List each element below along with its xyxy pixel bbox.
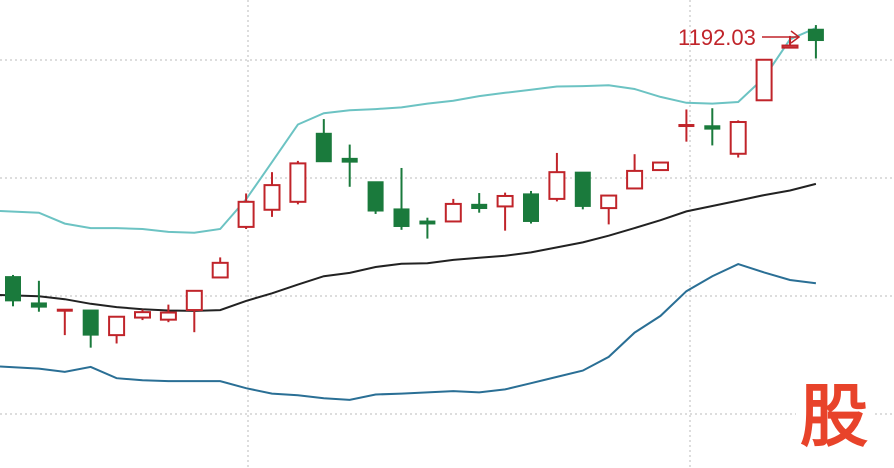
candle bbox=[237, 193, 255, 229]
lower-band-line bbox=[0, 263, 817, 401]
candle-body bbox=[496, 194, 514, 208]
candle bbox=[5, 274, 21, 307]
candle-body bbox=[211, 261, 229, 279]
candle bbox=[523, 190, 539, 224]
candle bbox=[159, 304, 177, 323]
candle-body bbox=[341, 157, 358, 163]
candle-body bbox=[626, 169, 644, 190]
upper-band-line bbox=[0, 27, 817, 234]
candle-body bbox=[548, 171, 566, 200]
candle bbox=[341, 144, 358, 187]
candle-body bbox=[30, 302, 47, 308]
candle-body bbox=[704, 125, 721, 130]
candle-body bbox=[263, 184, 281, 211]
candles bbox=[5, 25, 824, 348]
candle bbox=[419, 217, 436, 239]
candle bbox=[315, 119, 332, 163]
candle-body bbox=[289, 162, 307, 203]
candle-body bbox=[807, 28, 824, 42]
candle bbox=[755, 58, 773, 102]
candle-body bbox=[523, 193, 539, 222]
max-price-arrow-head bbox=[790, 30, 801, 44]
candle bbox=[289, 160, 307, 205]
candle bbox=[704, 108, 721, 146]
candle bbox=[781, 35, 799, 49]
stock-logo-icon: 股 bbox=[796, 376, 872, 452]
candle bbox=[367, 181, 384, 214]
candle-body bbox=[393, 208, 410, 227]
candle-body bbox=[56, 308, 73, 312]
candle bbox=[211, 257, 229, 279]
candle bbox=[471, 193, 488, 213]
candle bbox=[626, 154, 644, 190]
candle-body bbox=[237, 200, 255, 228]
candle-body bbox=[108, 315, 126, 337]
candle bbox=[263, 172, 281, 217]
candle-body bbox=[471, 203, 488, 210]
stock-logo-glyph: 股 bbox=[800, 378, 868, 452]
candle bbox=[185, 289, 203, 333]
candle bbox=[393, 167, 410, 230]
candle-body bbox=[419, 220, 436, 225]
bollinger-bands bbox=[0, 27, 817, 401]
candle-body bbox=[729, 121, 747, 155]
candle bbox=[729, 120, 747, 158]
candle bbox=[678, 109, 695, 142]
candle-body bbox=[159, 311, 177, 321]
candle-body bbox=[652, 161, 669, 172]
candle bbox=[496, 192, 514, 231]
candle bbox=[807, 25, 824, 59]
candle-body bbox=[600, 194, 618, 210]
candle-body bbox=[574, 171, 591, 207]
candle-body bbox=[444, 202, 462, 223]
candle bbox=[574, 171, 591, 210]
candle-body bbox=[134, 311, 151, 319]
max-price-label: 1192.03 bbox=[678, 25, 756, 50]
candle bbox=[444, 198, 462, 223]
candle bbox=[56, 308, 73, 336]
candle-body bbox=[755, 58, 773, 102]
candle bbox=[30, 280, 47, 312]
candle-body bbox=[781, 44, 799, 49]
candle-body bbox=[5, 276, 21, 302]
middle-band-line bbox=[0, 182, 817, 312]
candle-body bbox=[678, 124, 695, 128]
max-price-annotation: 1192.03 bbox=[678, 25, 801, 50]
candle bbox=[108, 315, 126, 344]
candle bbox=[548, 152, 566, 202]
candle bbox=[652, 161, 669, 172]
candle bbox=[82, 309, 99, 348]
candle bbox=[134, 309, 151, 321]
candle-body bbox=[315, 132, 332, 163]
candle-body bbox=[367, 181, 384, 212]
candle-body bbox=[185, 289, 203, 312]
candle-body bbox=[82, 309, 99, 336]
candle bbox=[600, 194, 618, 225]
